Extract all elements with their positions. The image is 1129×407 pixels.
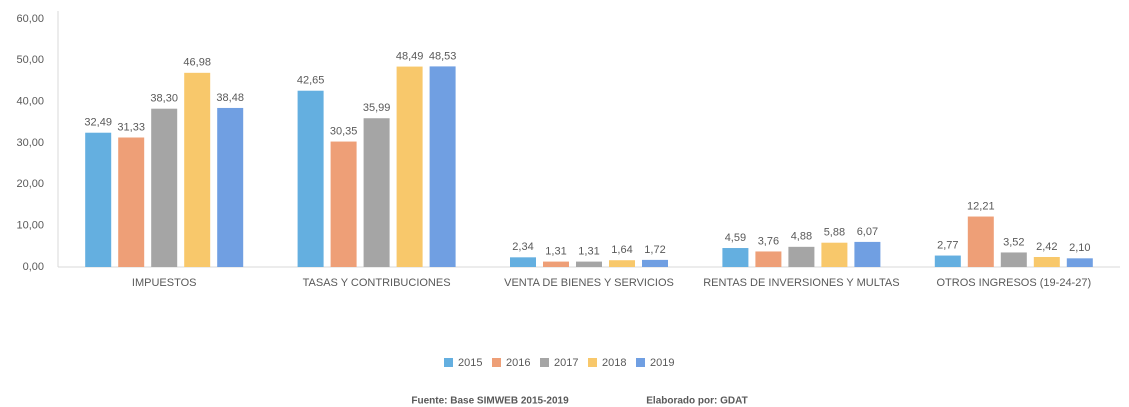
legend-label: 2016 xyxy=(506,357,530,369)
value-label: 12,21 xyxy=(967,200,995,212)
legend-swatch xyxy=(636,358,645,367)
x-tick-label: IMPUESTOS xyxy=(132,277,197,289)
value-label: 38,30 xyxy=(150,93,178,105)
value-label: 4,88 xyxy=(791,231,812,243)
value-label: 42,65 xyxy=(297,75,325,87)
bar xyxy=(642,259,668,267)
bar xyxy=(297,90,324,267)
bar xyxy=(755,251,782,267)
legend-label: 2019 xyxy=(650,357,674,369)
value-label: 2,10 xyxy=(1069,242,1090,254)
y-tick-label: 40,00 xyxy=(16,96,44,108)
value-label: 1,72 xyxy=(644,244,665,256)
bar xyxy=(967,216,994,267)
bar xyxy=(1066,258,1093,267)
y-tick-label: 10,00 xyxy=(16,220,44,232)
credit-note: Elaborado por: GDAT xyxy=(646,396,747,407)
value-label: 48,53 xyxy=(429,50,457,62)
value-label: 3,52 xyxy=(1003,236,1024,248)
value-label: 1,64 xyxy=(611,244,632,256)
x-tick-label: RENTAS DE INVERSIONES Y MULTAS xyxy=(703,277,899,289)
value-label: 1,31 xyxy=(545,245,566,257)
bar xyxy=(396,66,423,267)
bar xyxy=(151,108,178,268)
bar xyxy=(184,72,211,267)
bar xyxy=(854,241,881,267)
bar xyxy=(1000,252,1027,267)
bar xyxy=(429,66,456,267)
value-label: 30,35 xyxy=(330,125,358,137)
bar xyxy=(510,257,536,267)
value-label: 6,07 xyxy=(857,226,878,238)
bar xyxy=(1033,256,1060,267)
y-tick-label: 60,00 xyxy=(16,13,44,25)
bar xyxy=(85,132,112,267)
value-label: 32,49 xyxy=(84,117,112,129)
bar xyxy=(217,107,244,267)
legend-swatch xyxy=(588,358,597,367)
value-label: 3,76 xyxy=(758,235,779,247)
bar xyxy=(934,255,961,267)
bar xyxy=(118,137,145,267)
bar xyxy=(722,248,749,267)
legend-label: 2017 xyxy=(554,357,578,369)
value-label: 2,42 xyxy=(1036,241,1057,253)
legend-label: 2015 xyxy=(458,357,482,369)
value-label: 5,88 xyxy=(824,227,845,239)
value-label: 46,98 xyxy=(183,57,211,69)
value-label: 48,49 xyxy=(396,50,424,62)
value-label: 2,34 xyxy=(512,241,533,253)
bar xyxy=(363,118,390,267)
source-note: Fuente: Base SIMWEB 2015-2019 xyxy=(411,396,569,407)
legend-swatch xyxy=(444,358,453,367)
value-label: 38,48 xyxy=(216,92,244,104)
y-tick-label: 0,00 xyxy=(23,261,44,273)
bar xyxy=(821,242,848,267)
bar xyxy=(576,261,602,267)
legend-label: 2018 xyxy=(602,357,626,369)
y-tick-label: 20,00 xyxy=(16,178,44,190)
x-tick-label: VENTA DE BIENES Y SERVICIOS xyxy=(504,277,674,289)
legend-swatch xyxy=(492,358,501,367)
x-tick-label: TASAS Y CONTRIBUCIONES xyxy=(303,277,451,289)
bar xyxy=(609,260,635,267)
value-label: 1,31 xyxy=(578,245,599,257)
value-label: 35,99 xyxy=(363,102,391,114)
y-tick-label: 30,00 xyxy=(16,137,44,149)
legend-swatch xyxy=(540,358,549,367)
y-tick-label: 50,00 xyxy=(16,54,44,66)
bar xyxy=(543,261,569,267)
x-tick-label: OTROS INGRESOS (19-24-27) xyxy=(936,277,1091,289)
bar xyxy=(788,246,815,267)
value-label: 31,33 xyxy=(117,121,145,133)
bar xyxy=(330,141,357,267)
value-label: 2,77 xyxy=(937,239,958,251)
value-label: 4,59 xyxy=(725,232,746,244)
